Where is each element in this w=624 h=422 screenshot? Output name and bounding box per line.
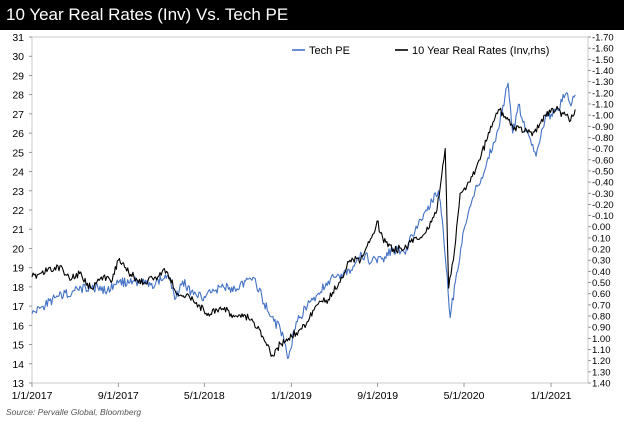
left-tick-label: 27 <box>12 109 24 121</box>
right-tick-label: -0.40 <box>592 178 614 189</box>
right-tick-label: 0.00 <box>592 222 611 233</box>
right-tick-label: 0.80 <box>592 312 611 323</box>
plot-border <box>31 36 589 384</box>
right-tick-label: -0.70 <box>592 144 614 155</box>
right-tick-label: -1.40 <box>592 66 614 77</box>
x-tick-label: 5/1/2018 <box>184 390 225 400</box>
right-tick-label: -0.10 <box>592 211 614 222</box>
right-tick-label: -1.70 <box>592 33 614 44</box>
right-axis: -1.70-1.60-1.50-1.40-1.30-1.20-1.10-1.00… <box>588 33 614 390</box>
right-tick-label: 0.90 <box>592 323 611 334</box>
right-tick-label: -0.20 <box>592 200 614 211</box>
left-tick-label: 16 <box>12 320 24 332</box>
right-tick-label: 1.40 <box>592 379 611 390</box>
right-tick-label: -1.00 <box>592 111 614 122</box>
right-tick-label: -1.30 <box>592 77 614 88</box>
left-tick-label: 23 <box>12 186 24 198</box>
left-tick-label: 24 <box>12 167 24 179</box>
left-tick-label: 15 <box>12 340 24 352</box>
right-tick-label: 1.20 <box>592 356 611 367</box>
left-axis: 31 30 29 28 27 26 25 24 23 22 21 20 19 18 17 16 15 14 13 <box>12 32 32 390</box>
right-tick-label: 0.70 <box>592 300 611 311</box>
left-tick-label: 28 <box>12 90 24 102</box>
right-tick-label: 0.20 <box>592 245 611 256</box>
x-axis: 1/1/2017 9/1/2017 5/1/2018 1/1/2019 9/1/2019… <box>12 383 572 400</box>
legend: Tech PE 10 Year Real Rates (Inv,rhs) <box>292 45 549 57</box>
left-tick-label: 17 <box>12 301 24 313</box>
left-tick-label: 31 <box>12 32 24 44</box>
left-tick-label: 18 <box>12 282 24 294</box>
left-tick-label: 26 <box>12 128 24 140</box>
right-tick-label: 0.10 <box>592 233 611 244</box>
left-tick-label: 20 <box>12 243 24 255</box>
x-tick-label: 1/1/2017 <box>12 390 53 400</box>
source-note: Source: Pervalle Global, Bloomberg <box>6 407 142 417</box>
left-tick-label: 25 <box>12 147 24 159</box>
right-tick-label: -0.60 <box>592 155 614 166</box>
x-tick-label: 1/1/2019 <box>271 390 312 400</box>
series-group <box>31 82 576 359</box>
right-tick-label: -1.10 <box>592 99 614 110</box>
right-tick-label: 0.50 <box>592 278 611 289</box>
legend-label-0: Tech PE <box>309 45 350 57</box>
x-tick-label: 5/1/2020 <box>444 390 485 400</box>
right-tick-label: -1.50 <box>592 55 614 66</box>
right-tick-label: 0.40 <box>592 267 611 278</box>
left-tick-label: 13 <box>12 378 24 390</box>
chart-title: 10 Year Real Rates (Inv) Vs. Tech PE <box>6 5 289 24</box>
x-tick-label: 9/1/2019 <box>357 390 398 400</box>
right-tick-label: -0.50 <box>592 166 614 177</box>
left-tick-label: 29 <box>12 70 24 82</box>
left-tick-label: 30 <box>12 51 24 63</box>
series-line-1 <box>31 105 576 357</box>
right-tick-label: 0.60 <box>592 289 611 300</box>
right-tick-label: 1.10 <box>592 345 611 356</box>
right-tick-label: -0.30 <box>592 189 614 200</box>
right-tick-label: 1.30 <box>592 367 611 378</box>
right-tick-label: 1.00 <box>592 334 611 345</box>
left-tick-label: 22 <box>12 205 24 217</box>
right-tick-label: 0.30 <box>592 256 611 267</box>
right-tick-label: -0.90 <box>592 122 614 133</box>
title-bar: 10 Year Real Rates (Inv) Vs. Tech PE <box>0 0 624 30</box>
left-tick-label: 21 <box>12 224 24 236</box>
x-tick-label: 9/1/2017 <box>98 390 139 400</box>
right-tick-label: -1.20 <box>592 88 614 99</box>
series-line-0 <box>31 82 576 359</box>
chart-area: 31 30 29 28 27 26 25 24 23 22 21 20 19 18 17 16 15 14 13 -… <box>12 32 614 400</box>
right-tick-label: -1.60 <box>592 44 614 55</box>
left-tick-label: 14 <box>12 359 24 371</box>
x-tick-label: 1/1/2021 <box>531 390 572 400</box>
legend-label-1: 10 Year Real Rates (Inv,rhs) <box>412 45 549 57</box>
left-tick-label: 19 <box>12 263 24 275</box>
right-tick-label: -0.80 <box>592 133 614 144</box>
